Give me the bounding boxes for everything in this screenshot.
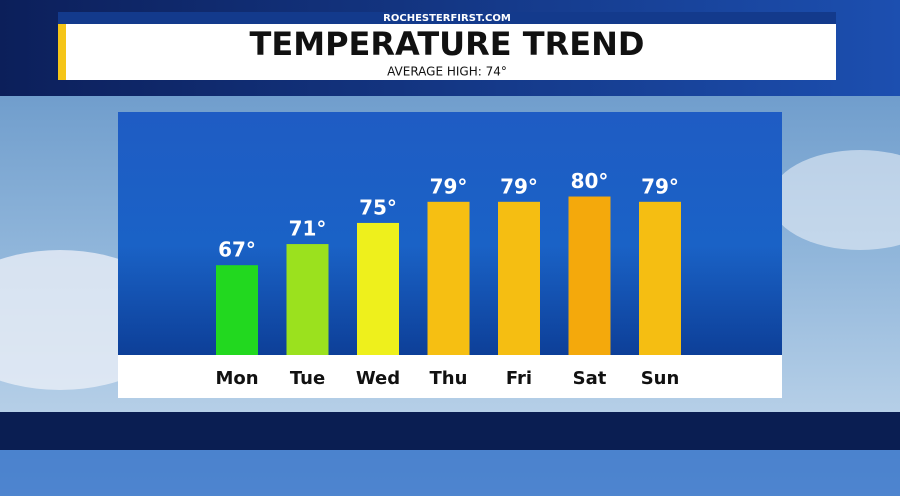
cloud (770, 150, 900, 250)
plot: 67° Mon 71° Tue 75° Wed 79° Thu 79° Fri 80° Sat 79° S… (215, 169, 681, 389)
x-tick-label: Thu (430, 368, 468, 389)
x-tick-label: Tue (290, 368, 325, 389)
bar (357, 222, 399, 355)
value-label: 79° (641, 174, 679, 198)
subtitle: AVERAGE HIGH: 74° (387, 65, 507, 79)
bar (216, 265, 258, 355)
value-label: 80° (571, 169, 609, 193)
banner-accent (58, 24, 66, 80)
source: ROCHESTERFIRST.COM (383, 13, 511, 24)
title-banner (58, 24, 836, 80)
bottom-stripe (0, 450, 900, 496)
value-label: 75° (359, 195, 397, 219)
value-label: 67° (218, 238, 256, 262)
x-tick-label: Fri (506, 368, 532, 389)
label-strip (118, 355, 782, 398)
x-tick-label: Sat (573, 368, 607, 389)
bar (286, 244, 329, 355)
x-tick-label: Sun (641, 368, 680, 389)
title: TEMPERATURE TREND (250, 25, 645, 63)
bar (639, 201, 681, 355)
x-tick-label: Wed (356, 368, 400, 389)
value-label: 79° (430, 174, 468, 198)
bar (427, 201, 470, 355)
bar (498, 201, 540, 355)
source-bar (58, 12, 836, 24)
value-label: 79° (500, 174, 538, 198)
x-tick-label: Mon (215, 368, 258, 389)
value-label: 71° (289, 217, 327, 241)
bottom-band (0, 412, 900, 450)
bar (568, 196, 611, 355)
